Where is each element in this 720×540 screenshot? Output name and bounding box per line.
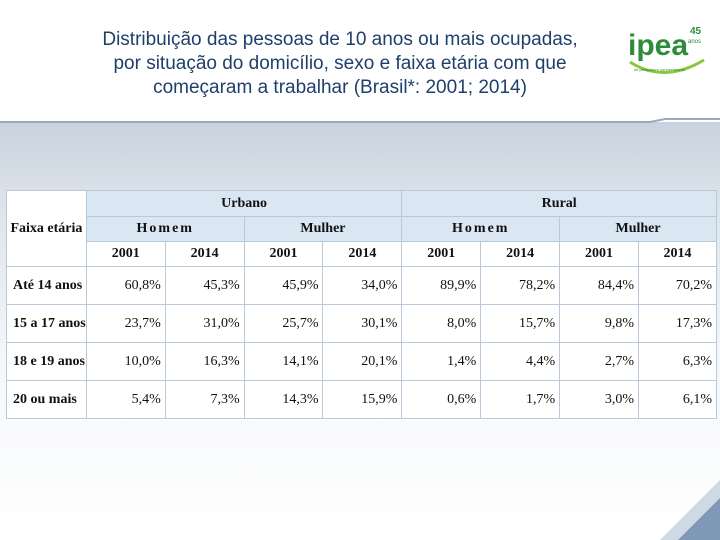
group-urbano: Urbano [85, 190, 403, 217]
title-line: por situação do domicílio, sexo e faixa … [113, 53, 567, 74]
table-cell: 89,9% [401, 266, 482, 305]
table-cell: 60,8% [85, 266, 166, 305]
table-cell: 1,7% [480, 380, 561, 419]
header-divider [0, 118, 720, 123]
table-row: 15 a 17 anos 23,7% 31,0% 25,7% 30,1% 8,0… [6, 304, 718, 343]
slide-header [0, 0, 720, 122]
year-header: 2001 [85, 241, 166, 267]
year-header: 2001 [243, 241, 324, 267]
data-table-container: Faixa etária Urbano Rural Homem Mulher H… [6, 190, 718, 420]
table-cell: 45,9% [243, 266, 324, 305]
table-cell: 25,7% [243, 304, 324, 343]
logo-text: ipea [628, 29, 688, 62]
table-cell: 4,4% [480, 342, 561, 381]
table-cell: 84,4% [559, 266, 639, 305]
row-label: 18 e 19 anos [6, 342, 87, 381]
table-cell: 2,7% [559, 342, 639, 381]
table-cell: 20,1% [322, 342, 403, 381]
table-cell: 30,1% [322, 304, 403, 343]
ipea-logo: ipea 45 anos de pesquisa e conhecimento [628, 26, 705, 74]
table-cell: 6,3% [637, 342, 718, 381]
corner-decoration [660, 480, 720, 540]
row-label: 20 ou mais [6, 380, 87, 419]
title-line: começaram a trabalhar (Brasil*: 2001; 20… [153, 77, 527, 98]
table-cell: 31,0% [164, 304, 245, 343]
sex-header: Mulher [559, 216, 717, 242]
sex-header: Homem [401, 216, 561, 242]
table-row: Até 14 anos 60,8% 45,3% 45,9% 34,0% 89,9… [6, 266, 718, 305]
sex-header: Homem [85, 216, 245, 242]
year-header: 2014 [322, 241, 403, 267]
logo-years-label: anos [688, 39, 701, 45]
data-table: Faixa etária Urbano Rural Homem Mulher H… [6, 190, 718, 419]
table-cell: 7,3% [164, 380, 245, 419]
table-cell: 14,1% [243, 342, 324, 381]
logo-years: 45 [690, 26, 702, 37]
table-cell: 70,2% [637, 266, 718, 305]
row-label: 15 a 17 anos [6, 304, 87, 343]
table-cell: 0,6% [401, 380, 482, 419]
header-row-groups: Faixa etária Urbano Rural [6, 190, 717, 267]
row-label: Até 14 anos [6, 266, 87, 305]
table-cell: 16,3% [164, 342, 245, 381]
header-row-sex: Homem Mulher Homem Mulher [7, 216, 717, 242]
table-cell: 14,3% [243, 380, 324, 419]
year-header: 2001 [559, 241, 639, 267]
table-cell: 5,4% [85, 380, 166, 419]
table-cell: 15,7% [480, 304, 561, 343]
sex-header: Mulher [243, 216, 403, 242]
table-cell: 45,3% [164, 266, 245, 305]
header-row-years: 2001 2014 2001 2014 2001 2014 2001 2014 [7, 241, 718, 267]
table-row: 20 ou mais 5,4% 7,3% 14,3% 15,9% 0,6% 1,… [6, 380, 718, 419]
table-cell: 1,4% [401, 342, 482, 381]
table-cell: 8,0% [401, 304, 482, 343]
table-cell: 78,2% [480, 266, 561, 305]
title-line: Distribuição das pessoas de 10 anos ou m… [102, 29, 578, 50]
table-row: 18 e 19 anos 10,0% 16,3% 14,1% 20,1% 1,4… [6, 342, 718, 381]
table-cell: 15,9% [322, 380, 403, 419]
table-cell: 6,1% [637, 380, 718, 419]
table-cell: 10,0% [85, 342, 166, 381]
table-cell: 9,8% [559, 304, 639, 343]
table-cell: 23,7% [85, 304, 166, 343]
table-cell: 3,0% [559, 380, 639, 419]
table-cell: 34,0% [322, 266, 403, 305]
year-header: 2014 [480, 241, 561, 267]
group-rural: Rural [401, 190, 717, 217]
logo-tagline: de pesquisa e conhecimento [634, 67, 686, 72]
year-header: 2014 [164, 241, 245, 267]
year-header: 2014 [637, 241, 718, 267]
year-header: 2001 [401, 241, 482, 267]
row-header-label: Faixa etária [6, 190, 87, 267]
slide-title: Distribuição das pessoas de 10 anos ou m… [40, 28, 640, 100]
table-cell: 17,3% [637, 304, 718, 343]
